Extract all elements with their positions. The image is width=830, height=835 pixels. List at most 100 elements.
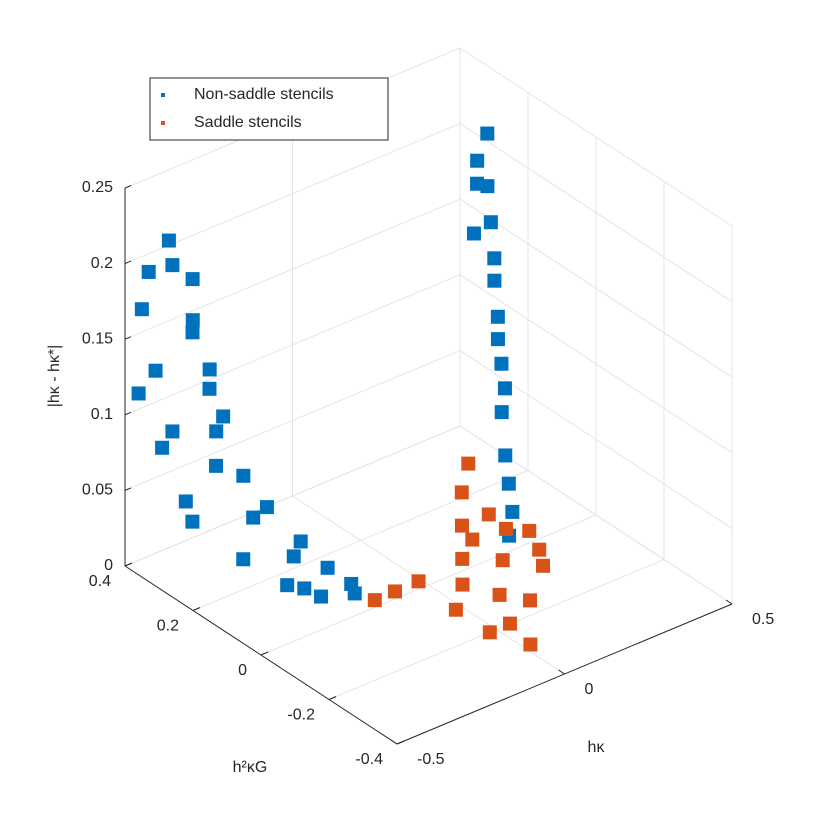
- z-tick: [124, 260, 132, 265]
- grid-line: [124, 123, 461, 265]
- data-point: [481, 507, 496, 522]
- grid-line: [459, 198, 733, 378]
- data-point: [455, 518, 469, 533]
- data-point: [209, 424, 224, 439]
- data-point: [455, 577, 470, 592]
- grid-line: [124, 425, 461, 567]
- data-point: [246, 510, 261, 525]
- grid-line: [124, 198, 461, 340]
- data-point: [293, 534, 308, 549]
- data-point: [185, 514, 200, 529]
- data-point: [483, 215, 498, 230]
- data-point: [503, 616, 517, 631]
- data-point: [466, 226, 481, 241]
- data-point: [134, 302, 149, 317]
- data-point: [532, 542, 547, 557]
- data-point: [161, 233, 176, 248]
- y-tick: [192, 607, 201, 611]
- grid-line: [459, 274, 733, 454]
- data-point: [155, 440, 170, 455]
- data-point: [522, 523, 537, 538]
- grid-line: [459, 123, 733, 303]
- x-tick: [390, 739, 398, 745]
- data-point: [448, 602, 463, 617]
- x-tick-label: -0.5: [417, 751, 445, 768]
- data-point: [286, 549, 301, 564]
- data-point: [498, 521, 513, 536]
- data-point: [178, 494, 193, 509]
- data-point: [523, 593, 537, 608]
- y-tick-label: 0.4: [89, 573, 111, 590]
- grid-line: [459, 47, 733, 227]
- data-point: [367, 593, 382, 608]
- z-tick: [124, 336, 132, 340]
- x-tick-label: 0: [585, 681, 594, 698]
- data-point: [487, 251, 502, 266]
- legend-label: Saddle stencils: [194, 114, 302, 131]
- data-point: [185, 313, 200, 328]
- data-point: [497, 381, 512, 396]
- data-point: [470, 153, 485, 168]
- z-tick-label: 0.25: [82, 179, 113, 196]
- data-point: [465, 532, 480, 547]
- data-point: [536, 558, 550, 573]
- data-point: [320, 560, 335, 575]
- z-tick: [124, 487, 132, 491]
- data-point: [494, 405, 509, 420]
- data-point: [494, 356, 509, 371]
- data-point: [495, 553, 510, 568]
- y-tick-label: 0: [238, 662, 247, 679]
- y-tick: [124, 562, 133, 567]
- grid-line: [260, 514, 597, 656]
- data-point: [165, 258, 180, 273]
- y-tick: [260, 651, 269, 656]
- data-point: [280, 578, 295, 593]
- z-tick-label: 0.1: [91, 406, 113, 423]
- data-point: [259, 500, 274, 515]
- data-point: [185, 325, 200, 340]
- data-point: [388, 584, 402, 599]
- data-point: [141, 264, 156, 279]
- data-point: [202, 381, 217, 396]
- y-tick-label: 0.2: [157, 618, 179, 635]
- legend-box: [149, 77, 389, 141]
- data-point: [490, 309, 505, 324]
- z-tick: [124, 185, 132, 189]
- data-point: [216, 409, 231, 424]
- data-point: [236, 552, 251, 567]
- data-point: [490, 332, 505, 347]
- legend-label: Non-saddle stencils: [194, 86, 334, 103]
- z-tick-label: 0: [104, 557, 113, 574]
- z-tick: [124, 411, 132, 416]
- data-point: [314, 589, 329, 604]
- grid-line: [459, 349, 733, 529]
- data-point: [480, 126, 495, 141]
- y-axis-label: h²κG: [233, 759, 268, 776]
- y-tick-label: -0.4: [355, 751, 383, 768]
- data-point: [297, 581, 312, 596]
- data-point: [202, 362, 217, 377]
- legend-marker: [161, 121, 165, 125]
- grid-line: [124, 349, 461, 491]
- grid-line: [192, 470, 529, 611]
- data-point: [209, 458, 224, 473]
- data-point: [487, 273, 502, 288]
- x-tick: [558, 669, 565, 675]
- data-point: [131, 386, 146, 401]
- x-tick: [725, 599, 733, 605]
- data-point: [344, 576, 359, 591]
- data-point: [523, 637, 538, 652]
- y-tick: [328, 696, 337, 700]
- data-point: [165, 424, 180, 439]
- data-point: [461, 456, 476, 471]
- data-point: [505, 504, 520, 519]
- y-tick-label: -0.2: [287, 707, 315, 724]
- x-axis-label: hκ: [588, 739, 606, 756]
- data-point: [492, 587, 507, 602]
- data-point: [498, 448, 513, 463]
- data-point: [148, 363, 163, 378]
- legend-marker: [161, 93, 165, 97]
- data-point: [501, 476, 516, 491]
- z-axis-label: |hκ - hκ*|: [46, 345, 63, 408]
- data-point: [236, 468, 251, 483]
